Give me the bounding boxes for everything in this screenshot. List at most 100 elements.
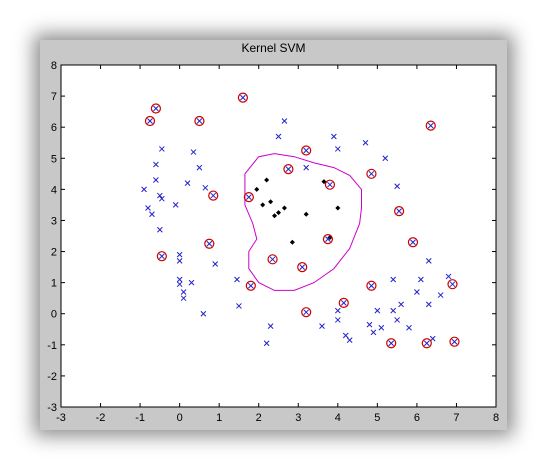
x-mark-stroke <box>414 289 420 295</box>
chart-title: Kernel SVM <box>241 41 306 55</box>
negative-point <box>158 195 165 202</box>
x-mark-stroke <box>425 301 432 308</box>
negative-point <box>331 133 337 140</box>
support-vector-point <box>421 338 432 349</box>
negative-point <box>374 307 381 314</box>
x-mark-stroke <box>394 317 400 323</box>
y-tick-label: -2 <box>47 371 57 383</box>
x-mark-stroke <box>153 177 159 183</box>
negative-point <box>172 202 179 208</box>
support-vector-ring <box>301 145 312 156</box>
negative-point <box>334 307 341 314</box>
x-mark-stroke <box>390 307 397 314</box>
negative-point <box>190 149 197 155</box>
x-mark-stroke <box>176 281 183 288</box>
support-vector-point <box>150 103 162 114</box>
x-mark-stroke <box>449 281 456 288</box>
x-tick-label: 5 <box>374 412 380 424</box>
x-mark-stroke <box>368 282 375 289</box>
support-vector-ring <box>237 92 249 103</box>
x-tick-label: -3 <box>56 412 66 424</box>
support-vector-point <box>204 238 215 249</box>
negative-point <box>414 289 420 295</box>
negative-point <box>263 340 270 347</box>
x-mark-stroke <box>267 323 274 330</box>
x-mark-stroke <box>331 133 337 140</box>
negative-point <box>157 192 163 199</box>
support-vector-ring <box>407 237 419 248</box>
negative-point <box>346 337 353 344</box>
x-mark-stroke <box>158 253 165 260</box>
support-vector-point <box>301 307 312 318</box>
support-vector-point <box>425 120 436 131</box>
x-mark-stroke <box>176 258 183 264</box>
positive-point <box>289 239 295 245</box>
support-vector-point <box>237 92 249 103</box>
negative-point <box>200 310 207 317</box>
negative-point <box>188 279 195 286</box>
support-vector-ring <box>324 179 336 190</box>
negative-point <box>390 307 397 314</box>
x-tick-label: 4 <box>335 412 341 424</box>
negative-point <box>196 164 203 171</box>
support-vector-point <box>283 164 294 175</box>
x-mark-stroke <box>234 276 240 283</box>
x-mark-stroke <box>423 340 430 347</box>
support-vector-point <box>449 336 460 347</box>
support-vector-point <box>301 145 312 156</box>
y-tick-label: 8 <box>51 60 57 72</box>
negative-point <box>267 323 274 330</box>
negative-point <box>342 332 349 339</box>
positive-point <box>281 205 287 211</box>
x-mark-stroke <box>180 289 187 295</box>
x-mark-stroke <box>410 239 416 246</box>
x-tick-label: 0 <box>177 412 183 424</box>
negative-point <box>202 184 209 191</box>
positive-point <box>268 199 274 205</box>
x-mark-stroke <box>342 332 349 339</box>
support-vector-ring <box>204 238 215 249</box>
negative-point <box>378 324 385 331</box>
negative-point <box>425 258 432 264</box>
support-vector-point <box>338 297 349 308</box>
positive-point <box>264 177 270 183</box>
x-mark-stroke <box>184 180 191 186</box>
support-vector-point <box>156 251 167 262</box>
x-tick-label: -2 <box>96 412 106 424</box>
support-vector-point <box>297 261 308 273</box>
negative-point <box>418 276 424 283</box>
negative-point <box>176 281 183 288</box>
x-mark-stroke <box>281 118 288 124</box>
x-mark-stroke <box>398 301 404 308</box>
x-mark-stroke <box>425 258 432 264</box>
negative-point <box>212 261 219 267</box>
negative-point <box>149 211 155 218</box>
x-tick-label: 7 <box>453 412 459 424</box>
x-mark-stroke <box>406 324 412 331</box>
support-vector-point <box>243 192 254 203</box>
support-vector-ring <box>447 279 458 290</box>
x-mark-stroke <box>390 276 397 283</box>
x-mark-stroke <box>382 155 389 162</box>
y-tick-label: 3 <box>51 215 57 227</box>
support-vector-ring <box>301 307 312 318</box>
support-vector-point <box>245 280 256 291</box>
support-vector-ring <box>243 192 254 203</box>
negative-point <box>281 118 288 124</box>
y-tick-label: 5 <box>51 153 57 165</box>
x-mark-stroke <box>334 317 341 323</box>
support-vector-point <box>144 115 156 127</box>
support-vector-ring <box>208 190 219 201</box>
y-tick-label: 4 <box>51 184 57 196</box>
x-mark-stroke <box>429 335 436 342</box>
support-vector-point <box>366 168 377 179</box>
negative-point <box>370 329 377 336</box>
negative-point <box>141 186 147 193</box>
support-vector-ring <box>283 164 294 175</box>
support-vector-ring <box>338 297 349 308</box>
x-mark-stroke <box>368 170 375 177</box>
x-mark-stroke <box>319 323 325 330</box>
negative-point <box>390 276 397 283</box>
x-mark-stroke <box>437 292 444 298</box>
negative-point <box>437 292 444 298</box>
